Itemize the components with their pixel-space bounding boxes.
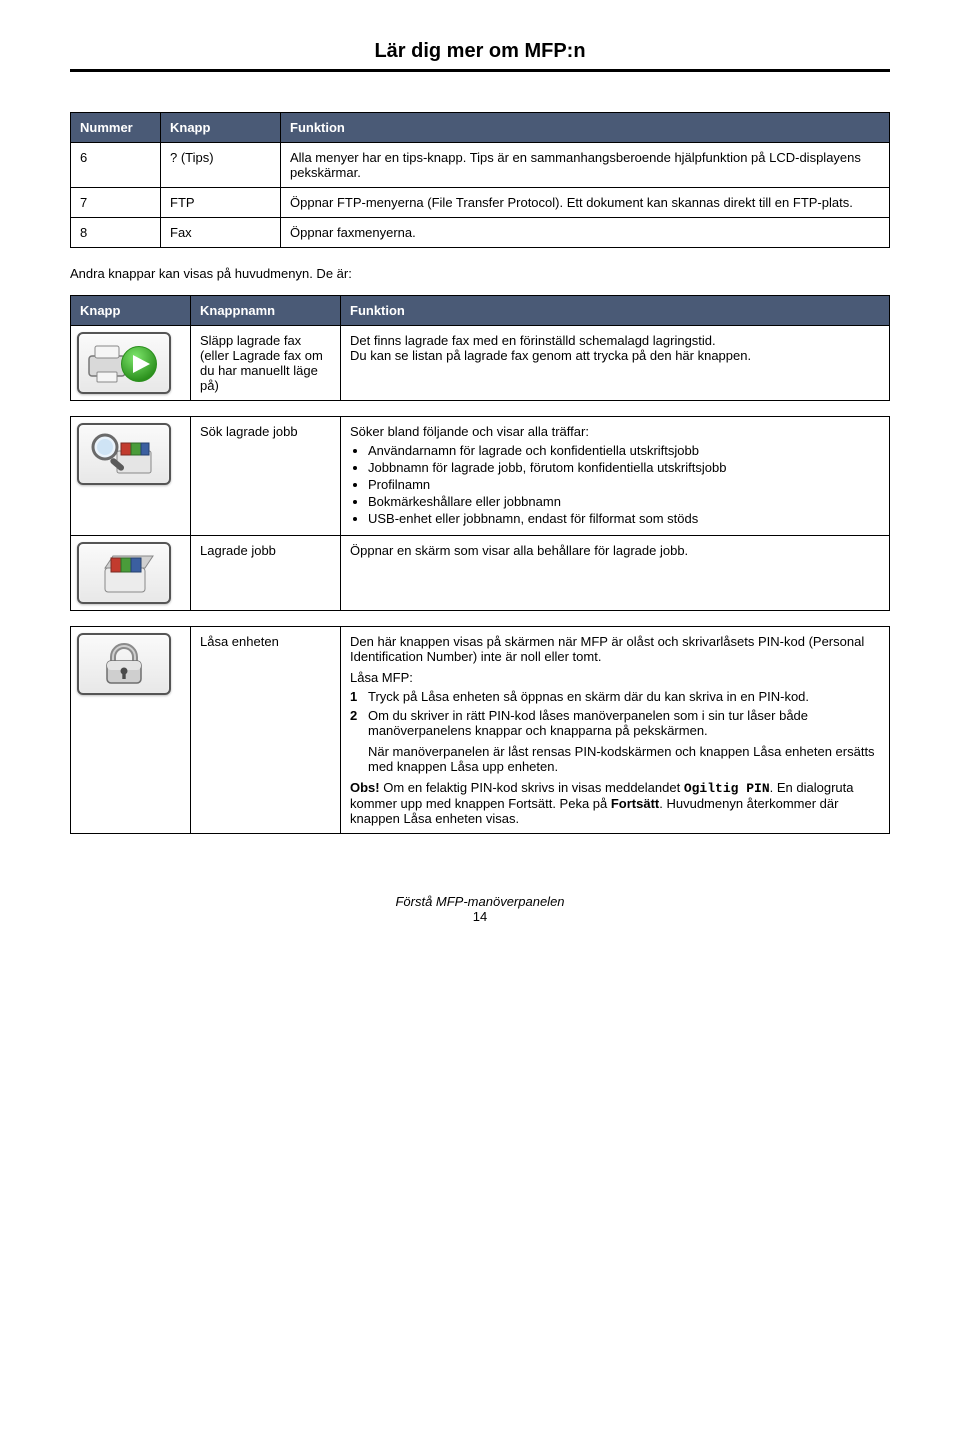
page-title: Lär dig mer om MFP:n [70,40,890,63]
obs-label: Obs! [350,780,380,795]
lock-p2: Låsa MFP: [350,670,880,685]
cell-funktion: Den här knappen visas på skärmen när MFP… [341,627,890,834]
obs-code: Ogiltig PIN [684,781,770,796]
list-item: Profilnamn [368,477,880,492]
step1: Tryck på Låsa enheten så öppnas en skärm… [368,689,809,704]
cell-funktion: Öppnar en skärm som visar alla behållare… [341,536,890,611]
t2-h1: Knapp [71,296,191,326]
table-row: 7 FTP Öppnar FTP-menyerna (File Transfer… [71,188,890,218]
page-footer: Förstå MFP-manöverpanelen 14 [70,894,890,924]
lock-p1: Den här knappen visas på skärmen när MFP… [350,634,880,664]
cell-knappnamn: Sök lagrade jobb [191,417,341,536]
table-row: Lagrade jobb Öppnar en skärm som visar a… [71,536,890,611]
cell-knappnamn: Släpp lagrade fax (eller Lagrade fax om … [191,326,341,401]
cell-funk: Alla menyer har en tips-knapp. Tips är e… [281,143,890,188]
cell-funktion: Det finns lagrade fax med en förinställd… [341,326,890,401]
cell-funk: Öppnar FTP-menyerna (File Transfer Proto… [281,188,890,218]
cell-knappnamn: Låsa enheten [191,627,341,834]
icon-cell [71,417,191,536]
table-nummer-knapp: Nummer Knapp Funktion 6 ? (Tips) Alla me… [70,112,890,248]
cell-funktion: Söker bland följande och visar alla träf… [341,417,890,536]
t1-h2: Knapp [161,113,281,143]
footer-page-number: 14 [70,909,890,924]
list-item: Jobbnamn för lagrade jobb, förutom konfi… [368,460,880,475]
cell-num: 6 [71,143,161,188]
list-item: Bokmärkeshållare eller jobbnamn [368,494,880,509]
cell-knapp: ? (Tips) [161,143,281,188]
cell-num: 7 [71,188,161,218]
cell-knapp: Fax [161,218,281,248]
step2: Om du skriver in rätt PIN-kod låses manö… [368,708,808,738]
t1-h1: Nummer [71,113,161,143]
stored-jobs-icon [77,542,171,604]
list-item: 1 Tryck på Låsa enheten så öppnas en skä… [350,689,880,704]
lock-obs: Obs! Om en felaktig PIN-kod skrivs in vi… [350,780,880,826]
cell-funk: Öppnar faxmenyerna. [281,218,890,248]
list-item: USB-enhet eller jobbnamn, endast för fil… [368,511,880,526]
step2b: När manöverpanelen är låst rensas PIN-ko… [368,744,880,774]
search-jobs-icon [77,423,171,485]
table-row: 6 ? (Tips) Alla menyer har en tips-knapp… [71,143,890,188]
t1-h3: Funktion [281,113,890,143]
title-underline [70,69,890,72]
table-row: 8 Fax Öppnar faxmenyerna. [71,218,890,248]
search-bullets: Användarnamn för lagrade och konfidentie… [350,443,880,526]
t2-h3: Funktion [341,296,890,326]
table-row: Sök lagrade jobb Söker bland följande oc… [71,417,890,536]
t2-h2: Knappnamn [191,296,341,326]
table-row: Släpp lagrade fax (eller Lagrade fax om … [71,326,890,401]
lock-steps: 1 Tryck på Låsa enheten så öppnas en skä… [350,689,880,774]
table-knapp-funktion: Knapp Knappnamn Funktion [70,295,890,834]
search-intro: Söker bland följande och visar alla träf… [350,424,589,439]
cell-knappnamn: Lagrade jobb [191,536,341,611]
lock-device-icon [77,633,171,695]
footer-title: Förstå MFP-manöverpanelen [70,894,890,909]
cell-num: 8 [71,218,161,248]
fax-desc-1: Det finns lagrade fax med en förinställd… [350,333,716,348]
obs-bold: Fortsätt [611,796,659,811]
icon-cell [71,536,191,611]
icon-cell [71,627,191,834]
obs-pre: Om en felaktig PIN-kod skrivs in visas m… [380,780,684,795]
fax-desc-2: Du kan se listan på lagrade fax genom at… [350,348,751,363]
release-fax-icon [77,332,171,394]
icon-cell [71,326,191,401]
list-item: 2 Om du skriver in rätt PIN-kod låses ma… [350,708,880,774]
between-tables-text: Andra knappar kan visas på huvudmenyn. D… [70,266,890,281]
list-item: Användarnamn för lagrade och konfidentie… [368,443,880,458]
table-row: Låsa enheten Den här knappen visas på sk… [71,627,890,834]
cell-knapp: FTP [161,188,281,218]
